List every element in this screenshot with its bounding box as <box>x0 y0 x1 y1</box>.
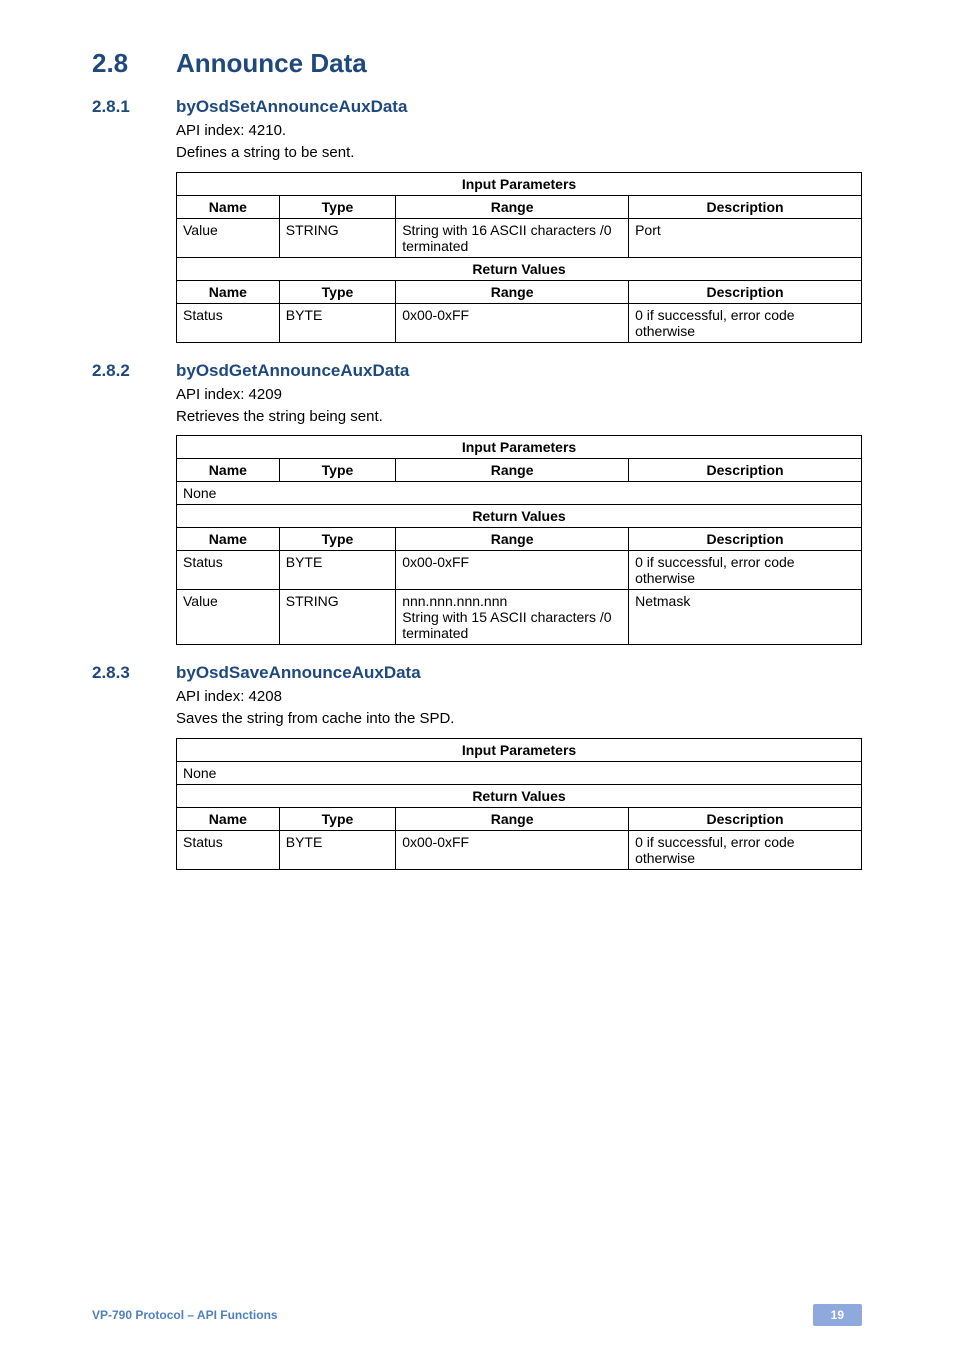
cell-none: None <box>177 761 862 784</box>
footer-left: VP-790 Protocol – API Functions <box>92 1308 278 1322</box>
section-desc: Defines a string to be sent. <box>176 143 862 163</box>
api-index-label: API index: 4209 <box>176 385 862 405</box>
section-2-8-1: 2.8.1byOsdSetAnnounceAuxData API index: … <box>92 97 862 343</box>
col-type: Type <box>279 807 395 830</box>
cell-desc: 0 if successful, error code otherwise <box>629 551 862 590</box>
col-name: Name <box>177 195 280 218</box>
return-values-header: Return Values <box>177 257 862 280</box>
heading-2-8-2: 2.8.2byOsdGetAnnounceAuxData <box>92 361 862 381</box>
cell-range: 0x00-0xFF <box>396 303 629 342</box>
heading-2-8-3: 2.8.3byOsdSaveAnnounceAuxData <box>92 663 862 683</box>
spec-table-3: Input Parameters None Return Values Name… <box>176 738 862 870</box>
heading-2-8-3-num: 2.8.3 <box>92 663 176 683</box>
table-row: Status BYTE 0x00-0xFF 0 if successful, e… <box>177 303 862 342</box>
cell-name: Value <box>177 590 280 645</box>
cell-desc: Port <box>629 218 862 257</box>
col-name: Name <box>177 528 280 551</box>
cell-range: 0x00-0xFF <box>396 830 629 869</box>
col-type: Type <box>279 528 395 551</box>
cell-desc: 0 if successful, error code otherwise <box>629 830 862 869</box>
col-desc: Description <box>629 528 862 551</box>
col-type: Type <box>279 459 395 482</box>
heading-1: 2.8Announce Data <box>92 48 862 79</box>
input-params-header: Input Parameters <box>177 738 862 761</box>
heading-2-8-2-num: 2.8.2 <box>92 361 176 381</box>
return-values-header: Return Values <box>177 784 862 807</box>
col-type: Type <box>279 280 395 303</box>
heading-2-8-1-title: byOsdSetAnnounceAuxData <box>176 97 407 116</box>
cell-none: None <box>177 482 862 505</box>
cell-name: Status <box>177 303 280 342</box>
col-range: Range <box>396 528 629 551</box>
cell-range: String with 16 ASCII characters /0 termi… <box>396 218 629 257</box>
page: 2.8Announce Data 2.8.1byOsdSetAnnounceAu… <box>0 0 954 1354</box>
col-desc: Description <box>629 280 862 303</box>
table-row: Status BYTE 0x00-0xFF 0 if successful, e… <box>177 830 862 869</box>
cell-desc: 0 if successful, error code otherwise <box>629 303 862 342</box>
col-name: Name <box>177 807 280 830</box>
table-row: Value STRING nnn.nnn.nnn.nnn String with… <box>177 590 862 645</box>
col-desc: Description <box>629 459 862 482</box>
col-name: Name <box>177 280 280 303</box>
section-body: API index: 4208 Saves the string from ca… <box>176 687 862 870</box>
cell-type: STRING <box>279 590 395 645</box>
cell-range: nnn.nnn.nnn.nnn String with 15 ASCII cha… <box>396 590 629 645</box>
cell-type: BYTE <box>279 551 395 590</box>
spec-table-2: Input Parameters Name Type Range Descrip… <box>176 435 862 645</box>
col-range: Range <box>396 280 629 303</box>
heading-2-8-3-title: byOsdSaveAnnounceAuxData <box>176 663 421 682</box>
section-desc: Saves the string from cache into the SPD… <box>176 709 862 729</box>
table-row: Value STRING String with 16 ASCII charac… <box>177 218 862 257</box>
spec-table-1: Input Parameters Name Type Range Descrip… <box>176 172 862 343</box>
cell-type: STRING <box>279 218 395 257</box>
col-range: Range <box>396 195 629 218</box>
cell-name: Status <box>177 830 280 869</box>
col-desc: Description <box>629 807 862 830</box>
cell-name: Value <box>177 218 280 257</box>
cell-range: 0x00-0xFF <box>396 551 629 590</box>
heading-2-8-1: 2.8.1byOsdSetAnnounceAuxData <box>92 97 862 117</box>
heading-1-num: 2.8 <box>92 48 176 79</box>
section-body: API index: 4209 Retrieves the string bei… <box>176 385 862 646</box>
col-type: Type <box>279 195 395 218</box>
col-range: Range <box>396 459 629 482</box>
cell-desc: Netmask <box>629 590 862 645</box>
input-params-header: Input Parameters <box>177 172 862 195</box>
heading-2-8-1-num: 2.8.1 <box>92 97 176 117</box>
input-params-header: Input Parameters <box>177 436 862 459</box>
api-index-label: API index: 4208 <box>176 687 862 707</box>
col-desc: Description <box>629 195 862 218</box>
cell-name: Status <box>177 551 280 590</box>
heading-1-title: Announce Data <box>176 48 367 78</box>
table-row: None <box>177 482 862 505</box>
section-2-8-3: 2.8.3byOsdSaveAnnounceAuxData API index:… <box>92 663 862 870</box>
section-2-8-2: 2.8.2byOsdGetAnnounceAuxData API index: … <box>92 361 862 646</box>
col-name: Name <box>177 459 280 482</box>
cell-type: BYTE <box>279 303 395 342</box>
table-row: None <box>177 761 862 784</box>
footer: VP-790 Protocol – API Functions 19 <box>92 1304 862 1326</box>
api-index-label: API index: 4210. <box>176 121 862 141</box>
col-range: Range <box>396 807 629 830</box>
footer-page-badge: 19 <box>813 1304 862 1326</box>
section-desc: Retrieves the string being sent. <box>176 407 862 427</box>
table-row: Status BYTE 0x00-0xFF 0 if successful, e… <box>177 551 862 590</box>
return-values-header: Return Values <box>177 505 862 528</box>
cell-type: BYTE <box>279 830 395 869</box>
section-body: API index: 4210. Defines a string to be … <box>176 121 862 343</box>
heading-2-8-2-title: byOsdGetAnnounceAuxData <box>176 361 409 380</box>
